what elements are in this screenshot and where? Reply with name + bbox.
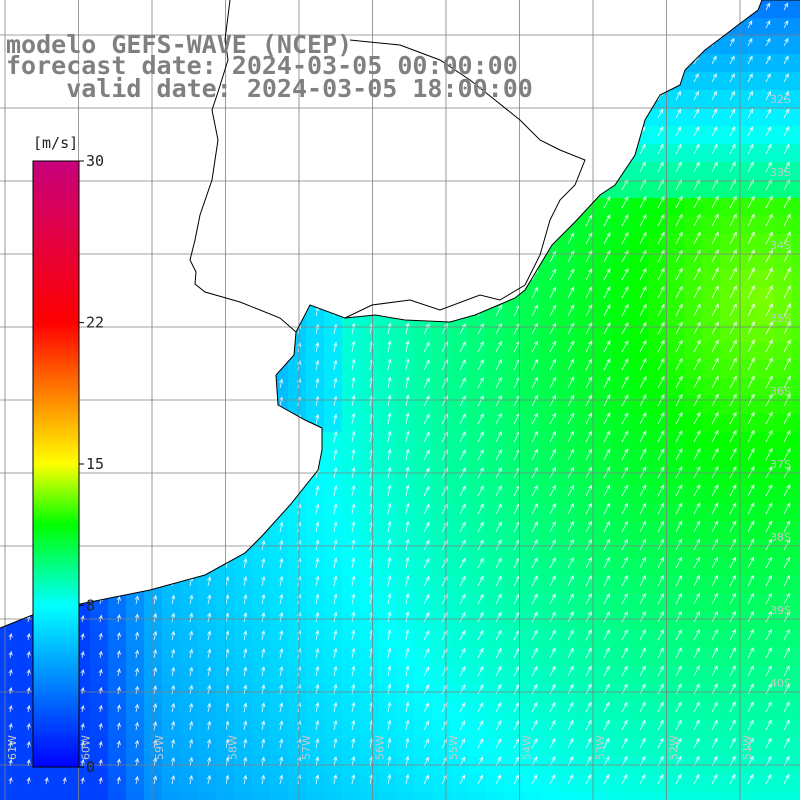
longitude-label: 55W	[447, 735, 460, 760]
longitude-label: 52W	[668, 735, 681, 760]
river-border-line	[189, 0, 586, 333]
longitude-label: 56W	[374, 735, 387, 760]
latitude-label: 32S	[770, 93, 791, 106]
longitude-label: 59W	[153, 735, 166, 760]
title-model: modelo GEFS-WAVE (NCEP)	[6, 30, 353, 59]
colorbar-tick-label: 8	[86, 596, 95, 614]
latitude-label: 39S	[770, 604, 791, 617]
longitude-label: 57W	[300, 735, 313, 760]
longitude-label: 60W	[80, 735, 93, 760]
colorbar: [m/s] 30 22 15 8 0	[32, 134, 104, 776]
longitude-labels: 61W 60W 59W 58W 57W 56W 55W 54W 53W 52W 51W	[6, 735, 754, 760]
longitude-label: 51W	[741, 735, 754, 760]
latitude-label: 34S	[770, 239, 791, 252]
colorbar-unit: [m/s]	[33, 134, 78, 152]
longitude-label: 54W	[521, 735, 534, 760]
colorbar-tick-label: 30	[86, 152, 104, 170]
latitude-label: 33S	[770, 166, 791, 179]
longitude-label: 61W	[6, 735, 19, 760]
colorbar-tick-label: 22	[86, 314, 104, 332]
title-forecast-date: forecast date: 2024-03-05 00:00:00	[6, 51, 518, 80]
colorbar-gradient	[32, 160, 80, 768]
latitude-label: 36S	[770, 385, 791, 398]
colorbar-tick-label: 0	[86, 758, 95, 776]
title-valid-date: valid date: 2024-03-05 18:00:00	[6, 74, 533, 103]
longitude-label: 58W	[227, 735, 240, 760]
latitude-label: 38S	[770, 531, 791, 544]
coastline	[0, 0, 800, 629]
latitude-labels: 32S 33S 34S 35S 36S 37S 38S 39S 40S	[770, 93, 791, 690]
colorbar-tick-label: 15	[86, 455, 104, 473]
latitude-label: 37S	[770, 458, 791, 471]
latitude-label: 35S	[770, 312, 791, 325]
latitude-label: 40S	[770, 677, 791, 690]
longitude-label: 53W	[594, 735, 607, 760]
